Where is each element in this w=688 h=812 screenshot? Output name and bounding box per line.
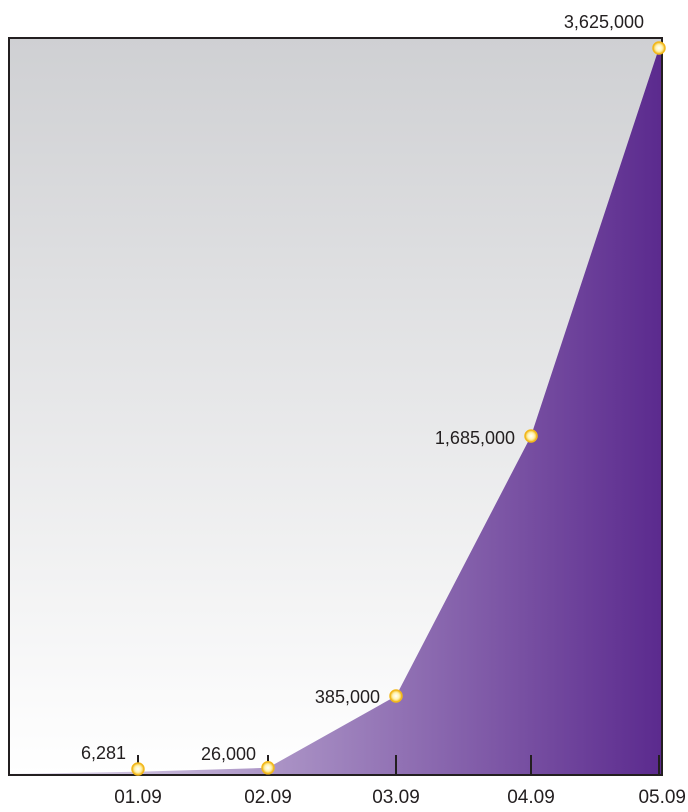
x-tick-label: 01.09 — [114, 787, 162, 807]
data-label: 6,281 — [81, 743, 126, 763]
data-label: 1,685,000 — [435, 428, 515, 448]
label-layer: 6,281 26,000 385,000 1,685,000 3,625,000 — [81, 12, 644, 764]
data-point-marker — [652, 41, 666, 55]
area-series — [9, 48, 662, 774]
marker-layer — [131, 41, 666, 776]
x-tick-label-layer: 01.09 02.09 03.09 04.09 05.09 — [114, 787, 686, 808]
data-label: 3,625,000 — [564, 12, 644, 32]
data-point-marker — [261, 761, 275, 775]
data-point-marker — [524, 429, 538, 443]
data-label: 385,000 — [315, 687, 380, 707]
x-tick-label: 02.09 — [244, 787, 292, 807]
area-layer — [9, 48, 662, 774]
data-point-marker — [389, 689, 403, 703]
x-tick-label: 03.09 — [372, 787, 420, 807]
data-point-marker — [131, 762, 145, 776]
x-tick-label: 05.09 — [638, 787, 686, 807]
data-label: 26,000 — [201, 744, 256, 764]
plot-frame — [8, 37, 663, 776]
x-tick-label: 04.09 — [507, 787, 555, 807]
